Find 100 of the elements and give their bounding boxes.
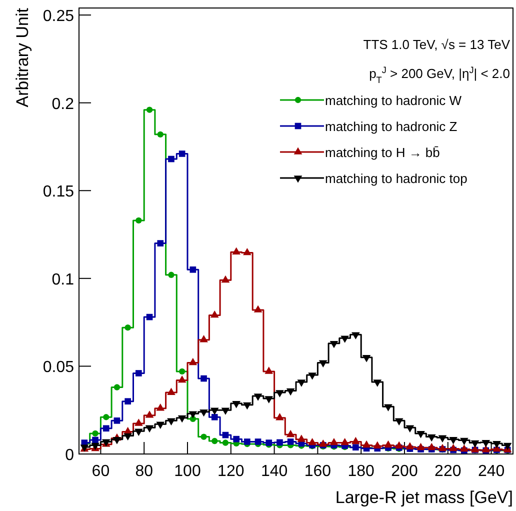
- point: [286, 388, 295, 396]
- point: [254, 394, 262, 401]
- point: [222, 440, 229, 446]
- point: [340, 438, 349, 446]
- point: [470, 440, 480, 448]
- y-tick-label: 0.1: [52, 271, 74, 288]
- point: [145, 410, 154, 418]
- y-tick-label: 0.2: [52, 96, 74, 113]
- point: [362, 440, 371, 448]
- point: [146, 314, 153, 320]
- point: [156, 422, 165, 429]
- point: [92, 430, 98, 437]
- point: [308, 438, 316, 446]
- point: [243, 248, 252, 256]
- point: [416, 431, 425, 438]
- point: [427, 442, 436, 450]
- x-tick-label: 220: [434, 463, 462, 480]
- point: [286, 430, 295, 438]
- annotation: TTS 1.0 TeV, √s = 13 TeV: [363, 37, 510, 52]
- x-axis-title: Large-R jet mass [GeV]: [335, 488, 513, 507]
- point: [340, 336, 349, 343]
- point: [145, 425, 154, 432]
- point: [168, 272, 174, 278]
- point: [156, 404, 165, 411]
- point: [352, 332, 360, 340]
- point: [449, 437, 458, 444]
- point: [221, 408, 230, 415]
- point: [416, 442, 425, 450]
- point: [438, 444, 447, 452]
- point: [178, 150, 186, 157]
- point: [438, 435, 447, 442]
- point: [200, 434, 207, 440]
- y-tick-label: 0: [65, 447, 74, 464]
- point: [212, 438, 218, 444]
- x-tick-label: 60: [92, 463, 110, 480]
- point: [287, 438, 294, 445]
- point: [264, 366, 274, 374]
- point: [157, 131, 164, 138]
- x-tick-label: 200: [391, 463, 418, 480]
- point: [460, 438, 468, 446]
- point: [221, 275, 230, 283]
- x-tick-label: 180: [348, 463, 375, 480]
- point: [167, 418, 176, 426]
- point: [178, 415, 186, 423]
- point: [297, 380, 306, 387]
- point: [112, 437, 122, 444]
- point: [124, 324, 131, 331]
- point: [352, 436, 360, 444]
- point: [362, 355, 371, 362]
- point: [232, 247, 240, 254]
- point: [254, 305, 262, 312]
- point: [394, 441, 404, 448]
- legend-label: matching to hadronic top: [325, 171, 468, 186]
- point: [92, 436, 98, 444]
- point: [200, 409, 208, 417]
- point: [103, 414, 110, 420]
- point: [157, 240, 164, 246]
- point: [210, 310, 219, 318]
- point: [394, 418, 404, 426]
- point: [233, 436, 240, 442]
- point: [406, 442, 414, 450]
- point: [492, 441, 501, 448]
- point: [297, 434, 306, 442]
- point: [460, 444, 468, 452]
- point: [330, 340, 338, 348]
- point: [276, 439, 283, 446]
- y-axis-title: Arbitrary Unit: [13, 8, 32, 108]
- point: [200, 375, 207, 382]
- point: [276, 413, 284, 420]
- point: [136, 370, 142, 376]
- point: [308, 372, 316, 380]
- point: [243, 402, 252, 410]
- point: [200, 335, 208, 342]
- point: [136, 217, 142, 224]
- point: [134, 418, 143, 426]
- legend-label: matching to H → bb̄: [325, 145, 440, 160]
- point: [178, 368, 186, 375]
- point: [232, 401, 240, 408]
- point: [134, 428, 143, 436]
- point: [244, 438, 250, 445]
- x-tick-label: 160: [304, 463, 332, 480]
- x-tick-label: 140: [260, 463, 288, 480]
- x-tick-label: 120: [218, 463, 244, 480]
- point: [330, 438, 338, 446]
- point: [167, 388, 176, 395]
- legend-label: matching to hadronic Z: [325, 119, 458, 134]
- point: [210, 408, 219, 415]
- point: [427, 434, 436, 442]
- point: [264, 396, 274, 404]
- point: [222, 432, 229, 438]
- point: [168, 156, 174, 162]
- point: [188, 411, 198, 418]
- point: [373, 380, 382, 387]
- x-tick-label: 240: [478, 463, 505, 480]
- point: [178, 375, 186, 383]
- point: [373, 441, 382, 448]
- point: [124, 398, 131, 404]
- point: [254, 438, 262, 445]
- point: [482, 440, 490, 448]
- point: [190, 266, 196, 273]
